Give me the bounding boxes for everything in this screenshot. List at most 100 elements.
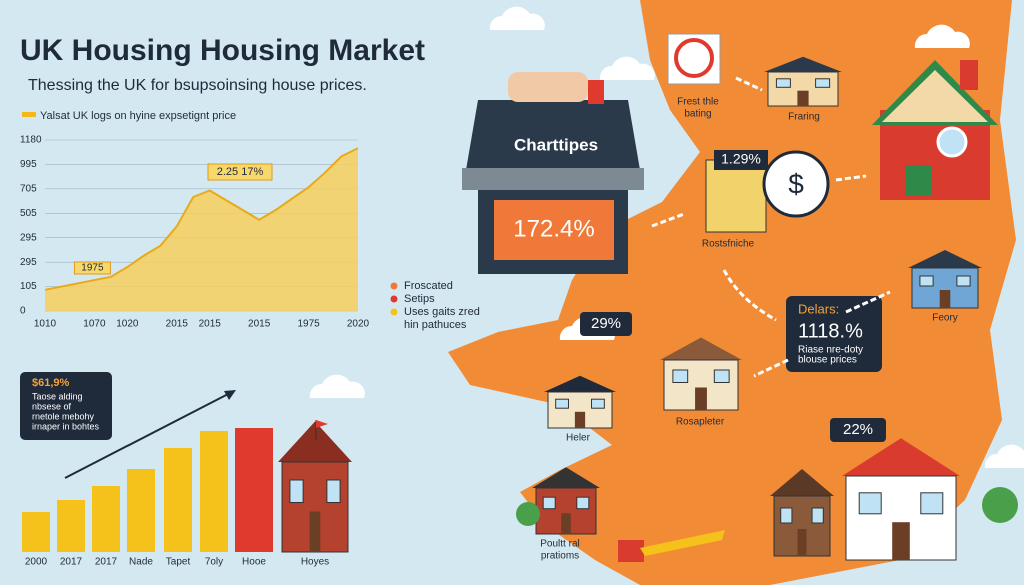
y-tick-label: 505 bbox=[20, 208, 37, 219]
roof bbox=[544, 375, 616, 392]
value: 29% bbox=[591, 315, 621, 332]
window bbox=[919, 275, 934, 287]
value-box bbox=[830, 418, 886, 442]
label: 2000 bbox=[25, 557, 48, 568]
cloud bbox=[309, 374, 365, 398]
rate-box bbox=[714, 150, 768, 170]
value-box bbox=[580, 312, 632, 336]
window bbox=[542, 496, 556, 510]
window bbox=[936, 126, 968, 158]
arrow bbox=[651, 212, 685, 228]
legend-dot bbox=[390, 295, 398, 303]
window bbox=[956, 275, 971, 287]
y-tick-label: 105 bbox=[20, 281, 37, 292]
door bbox=[939, 290, 951, 308]
label: 2015 bbox=[248, 319, 271, 330]
annotation-box bbox=[73, 261, 111, 275]
label: Frest thle bbox=[677, 97, 719, 108]
roof bbox=[764, 56, 842, 72]
door bbox=[574, 411, 586, 428]
door bbox=[797, 90, 809, 106]
cloud bbox=[489, 6, 545, 30]
window bbox=[289, 479, 304, 503]
label: Feory bbox=[932, 313, 958, 324]
callout-value: 1118.% bbox=[798, 320, 863, 342]
y-tick-label: 295 bbox=[20, 257, 37, 268]
window bbox=[555, 398, 569, 409]
label: 1010 bbox=[34, 319, 57, 330]
door bbox=[892, 522, 910, 560]
trend-arrow bbox=[64, 391, 233, 479]
bar bbox=[235, 428, 273, 552]
bar bbox=[200, 431, 228, 552]
truck bbox=[618, 540, 644, 562]
bar bbox=[164, 448, 192, 552]
window bbox=[326, 479, 341, 503]
crane bbox=[640, 530, 725, 556]
callout-line: nbsese of bbox=[32, 401, 72, 411]
bar bbox=[22, 512, 50, 552]
label: Froscated bbox=[404, 280, 453, 292]
callout-title: Delars: bbox=[798, 301, 839, 316]
legend-dot bbox=[390, 308, 398, 316]
megaphone bbox=[588, 80, 604, 104]
clock bbox=[762, 150, 830, 218]
label: Rosapleter bbox=[676, 417, 725, 428]
legend-dot bbox=[390, 282, 398, 290]
label: 2015 bbox=[166, 319, 189, 330]
bar bbox=[127, 469, 155, 552]
flag bbox=[316, 420, 328, 428]
window bbox=[780, 507, 793, 524]
window bbox=[920, 492, 944, 515]
bar bbox=[92, 486, 120, 552]
callout-line: blouse prices bbox=[798, 355, 857, 366]
arrow bbox=[753, 358, 789, 378]
window bbox=[858, 492, 882, 515]
door bbox=[561, 513, 571, 534]
door bbox=[309, 511, 321, 552]
title: UK Housing Housing Market bbox=[20, 34, 425, 67]
label: bating bbox=[684, 109, 711, 120]
cloud bbox=[599, 56, 655, 80]
label: 2017 bbox=[60, 557, 83, 568]
chimney bbox=[960, 60, 978, 90]
shop-sign bbox=[494, 200, 614, 260]
window bbox=[713, 369, 730, 383]
label: Tapet bbox=[166, 557, 191, 568]
label: 2015 bbox=[199, 319, 222, 330]
cloud bbox=[984, 444, 1024, 468]
shop-title: Charttipes bbox=[514, 135, 598, 154]
window bbox=[576, 496, 590, 510]
door bbox=[906, 165, 932, 195]
hand bbox=[508, 72, 588, 102]
annotation-box bbox=[207, 163, 273, 181]
rate: 1.29% bbox=[721, 151, 761, 167]
callout-line: rnetole mebohy bbox=[32, 411, 95, 421]
roof bbox=[278, 421, 352, 462]
label: 1975 bbox=[81, 263, 104, 274]
label: 1070 bbox=[83, 319, 106, 330]
label: Hoyes bbox=[301, 557, 329, 568]
callout bbox=[786, 296, 882, 372]
label: Fraring bbox=[788, 112, 820, 123]
arrow bbox=[835, 174, 867, 182]
label: 2020 bbox=[347, 319, 370, 330]
arrow-head bbox=[224, 390, 236, 400]
roof bbox=[532, 467, 600, 488]
arrow bbox=[845, 290, 891, 314]
callout-title: $61,9% bbox=[32, 377, 70, 389]
label: hin pathuces bbox=[404, 319, 467, 331]
callout-line: Riase nre-doty bbox=[798, 345, 863, 356]
awning bbox=[462, 168, 644, 190]
y-tick-label: 295 bbox=[20, 232, 37, 243]
label: 1020 bbox=[116, 319, 139, 330]
tree bbox=[516, 502, 540, 526]
door bbox=[797, 529, 807, 556]
legend-swatch bbox=[22, 112, 36, 117]
callout bbox=[20, 372, 112, 440]
no-sign bbox=[674, 38, 714, 78]
area-line bbox=[44, 147, 359, 291]
label: 2.25 17% bbox=[217, 166, 264, 178]
tree bbox=[982, 487, 1018, 523]
roof bbox=[842, 438, 960, 476]
